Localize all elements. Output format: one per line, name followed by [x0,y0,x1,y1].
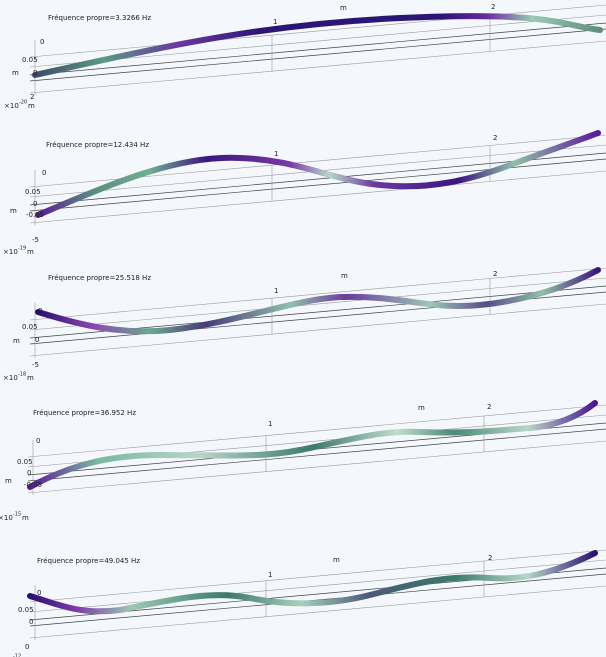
grid-line [29,559,606,613]
beam-mode-shape [35,130,601,218]
exponent-base: ×10 [3,248,18,256]
axis-label: m [418,404,425,412]
panel: Fréquence propre=36.952 Hz m 1 2 0 0.05 0 m -0.0… [0,400,606,522]
grid-line [29,4,606,58]
axis-label: -5 [32,236,39,244]
axis-label: 0.05 [22,56,38,64]
frequency-title: Fréquence propre=12.434 Hz [46,141,149,149]
axis-label: 0.05 [17,458,33,466]
grid-line [29,170,606,224]
exponent-unit: m [28,102,35,110]
grid-line [29,303,606,357]
axis-label: 0 [35,336,39,344]
exponent-power: -20 [19,100,27,106]
axis-label: -5 [32,361,39,369]
axis-label: 0 [33,69,37,77]
axis-label: 1 [273,18,277,26]
exponent-base: ×10 [4,102,19,110]
frequency-title: Fréquence propre=3.3266 Hz [48,14,151,22]
panel: Fréquence propre=3.3266 Hz 1m 200.05m 02×10… [4,3,606,110]
axis-label: 0 [29,618,33,626]
grid-line [29,152,606,206]
axis-label: m [13,337,20,345]
exponent-base: ×10 [3,374,18,382]
grid-line [29,277,606,331]
grid-line [29,549,606,603]
panel: Fréquence propre=12.434 Hz 1 2 0 0.05 m 0 -0.05… [3,130,606,256]
beam-mode-shape [27,550,598,615]
grid-line [27,404,606,458]
axis-label: 0 [36,437,40,445]
exponent-base: ×10 [0,514,13,522]
axis-label: 0.05 [18,606,34,614]
grid-line [29,585,606,639]
axis-label: 2 [491,3,495,11]
axis-label: 0.05 [22,323,38,331]
grid-line [29,14,606,68]
axis-label: 0 [27,469,31,477]
axis-label: 2 [488,554,492,562]
axis-label: 2 [493,270,497,278]
panel: Fréquence propre=49.045 Hzm1200.0500×10-… [0,549,606,657]
axis-label: 1 [268,420,272,428]
beam-mode-shape [32,13,603,78]
grid-line [27,428,606,482]
exponent-power: -15 [13,512,21,518]
axis-label: 2 [493,134,497,142]
axis-label: 0 [38,307,42,315]
exponent-power: -19 [18,246,26,252]
axis-label: 2 [487,403,491,411]
exponent-unit: m [27,374,34,382]
grid-line [29,40,606,94]
axis-label: 1 [268,571,272,579]
grid-line [29,267,606,321]
axis-label: -0.05 [24,481,42,489]
grid-line [29,22,606,76]
exponent-unit: m [22,514,29,522]
exponent-power: -18 [18,372,26,378]
axis-label: 0 [25,643,29,651]
frequency-title: Fréquence propre=25.518 Hz [48,274,151,282]
axis-label: 2 [30,93,34,101]
axis-label: m [12,69,19,77]
axis-label: m [5,477,12,485]
beam-mode-shape [35,267,601,335]
axis-label: 0 [40,38,44,46]
grid-line [27,440,606,494]
grid-line [29,28,606,82]
axis-label: m [341,272,348,280]
exponent-power: -12 [13,654,21,657]
axis-label: m [333,556,340,564]
axis-label: 0 [42,169,46,177]
axis-label: -0.05 [26,211,44,219]
axis-label: 1 [274,150,278,158]
frequency-title: Fréquence propre=49.045 Hz [37,557,140,565]
exponent-unit: m [27,248,34,256]
axis-label: 0 [37,589,41,597]
axis-label: m [10,207,17,215]
axis-label: 0 [33,200,37,208]
frequency-title: Fréquence propre=36.952 Hz [33,409,136,417]
beam-mode-shape [27,400,598,490]
axis-label: 1 [274,287,278,295]
axis-label: m [340,4,347,12]
axis-label: 0.05 [25,188,41,196]
